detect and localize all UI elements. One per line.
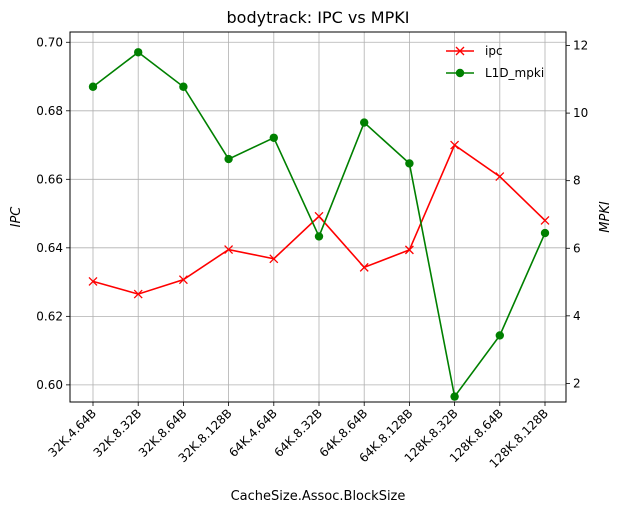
y-right-tick-label: 8 [573, 174, 581, 188]
legend-entry-ipc: ipc [446, 44, 503, 58]
y-right-tick-label: 2 [573, 376, 581, 390]
x-tick-label: 32K.8.32B [91, 406, 145, 460]
y-left-tick-label: 0.62 [36, 309, 63, 323]
y-left-tick-label: 0.64 [36, 241, 63, 255]
data-point-ipc [133, 289, 143, 299]
data-point-L1D_mpki [360, 118, 369, 127]
data-point-ipc [269, 254, 279, 264]
data-point-ipc [495, 172, 505, 182]
marker-stroke [269, 254, 279, 264]
y-left-tick-label: 0.66 [36, 172, 63, 186]
x-tick-label: 64K.8.32B [271, 406, 325, 460]
data-point-L1D_mpki [540, 228, 550, 238]
marker-stroke [450, 140, 460, 150]
y-right-tick-label: 10 [573, 106, 588, 120]
marker-stroke [495, 172, 505, 182]
legend-marker [455, 46, 465, 56]
legend: ipc L1D_mpki [446, 44, 544, 80]
data-point-ipc [404, 245, 414, 255]
marker-stroke [404, 245, 414, 255]
marker-stroke [314, 211, 324, 221]
y-right-tick-label: 6 [573, 241, 581, 255]
y-left-tick-label: 0.70 [36, 35, 63, 49]
data-point-L1D_mpki [314, 232, 324, 241]
data-point-ipc [314, 211, 324, 221]
y-left-tick-label: 0.60 [36, 378, 63, 392]
data-point-ipc [359, 262, 369, 272]
plot-frame [69, 31, 567, 403]
data-point-L1D_mpki [134, 48, 143, 57]
x-axis: 32K.4.64B32K.8.32B32K.8.64B32K.8.128B64K… [45, 402, 551, 471]
y-right-tick-label: 12 [573, 39, 588, 53]
y-axis-right-label: MPKI [598, 201, 613, 233]
x-tick-label: 32K.4.64B [45, 406, 99, 460]
legend-marker [455, 68, 465, 78]
y-axis-left-label: IPC [9, 206, 24, 228]
x-axis-label: CacheSize.Assoc.BlockSize [231, 489, 406, 504]
data-point-ipc [88, 276, 98, 286]
data-point-ipc [224, 245, 234, 255]
y-axis-right: 2 4 6 8 10 12 [566, 39, 588, 390]
data-point-L1D_mpki [224, 154, 233, 164]
data-point-L1D_mpki [88, 82, 98, 91]
data-point-ipc [540, 215, 550, 225]
legend-label: L1D_mpki [485, 66, 544, 80]
data-point-L1D_mpki [269, 133, 278, 142]
marker-stroke [88, 276, 98, 286]
y-left-tick-label: 0.68 [36, 104, 63, 118]
data-point-L1D_mpki [179, 82, 188, 91]
data-point-ipc [178, 275, 188, 285]
marker-stroke [224, 245, 234, 255]
marker-stroke [178, 275, 188, 285]
data-point-L1D_mpki [450, 392, 459, 401]
chart-title: bodytrack: IPC vs MPKI [227, 8, 410, 27]
data-point-L1D_mpki [495, 331, 504, 340]
data-point-L1D_mpki [405, 159, 414, 168]
marker-stroke [133, 289, 143, 299]
legend-entry-L1D_mpki: L1D_mpki [446, 66, 544, 80]
legend-label: ipc [485, 44, 503, 58]
y-axis-left: 0.60 0.62 0.64 0.66 0.68 0.70 [36, 35, 70, 392]
x-tick-label: 64K.4.64B [226, 406, 280, 460]
marker-stroke [359, 262, 369, 272]
marker-stroke [540, 215, 550, 225]
y-right-tick-label: 4 [573, 309, 581, 323]
series-lines [88, 48, 550, 401]
data-point-ipc [450, 140, 460, 150]
